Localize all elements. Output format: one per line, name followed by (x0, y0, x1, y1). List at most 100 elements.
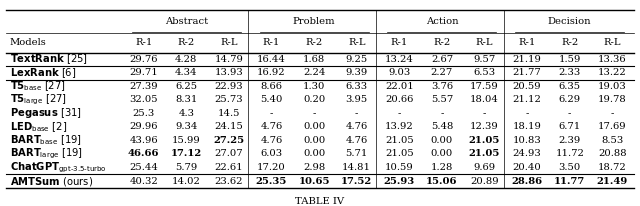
Text: 21.12: 21.12 (513, 95, 541, 104)
Text: 4.76: 4.76 (346, 136, 368, 145)
Text: 13.22: 13.22 (598, 68, 627, 77)
Text: $\mathbf{BART}_{\mathrm{base}}$ [19]: $\mathbf{BART}_{\mathrm{base}}$ [19] (10, 133, 82, 147)
Text: 25.35: 25.35 (256, 177, 287, 186)
Text: 2.98: 2.98 (303, 163, 325, 172)
Text: $\mathbf{T5}_{\mathrm{base}}$ [27]: $\mathbf{T5}_{\mathrm{base}}$ [27] (10, 80, 66, 93)
Text: 5.40: 5.40 (260, 95, 283, 104)
Text: R-2: R-2 (178, 39, 195, 47)
Text: $\mathbf{T5}_{\mathrm{large}}$ [27]: $\mathbf{T5}_{\mathrm{large}}$ [27] (10, 93, 67, 107)
Text: 6.03: 6.03 (260, 150, 283, 158)
Text: 21.05: 21.05 (385, 136, 413, 145)
Text: 9.34: 9.34 (175, 122, 198, 131)
Text: $\mathbf{Pegasus}$ [31]: $\mathbf{Pegasus}$ [31] (10, 106, 82, 120)
Text: $\mathbf{ChatGPT}_{\mathrm{gpt\text{-}3.5\text{-}turbo}}$: $\mathbf{ChatGPT}_{\mathrm{gpt\text{-}3.… (10, 160, 107, 175)
Text: 17.69: 17.69 (598, 122, 627, 131)
Text: Decision: Decision (548, 17, 591, 26)
Text: 9.39: 9.39 (346, 68, 368, 77)
Text: R-1: R-1 (135, 39, 152, 47)
Text: 17.59: 17.59 (470, 82, 499, 91)
Text: 46.66: 46.66 (128, 150, 159, 158)
Text: R-2: R-2 (561, 39, 579, 47)
Text: 4.76: 4.76 (346, 122, 368, 131)
Text: 29.96: 29.96 (129, 122, 158, 131)
Text: -: - (483, 109, 486, 118)
Text: 8.66: 8.66 (260, 82, 282, 91)
Text: 0.00: 0.00 (303, 150, 325, 158)
Text: 3.50: 3.50 (559, 163, 581, 172)
Text: 1.28: 1.28 (431, 163, 453, 172)
Text: 19.03: 19.03 (598, 82, 627, 91)
Text: 5.48: 5.48 (431, 122, 453, 131)
Text: R-L: R-L (348, 39, 365, 47)
Text: 4.76: 4.76 (260, 122, 283, 131)
Text: 9.69: 9.69 (474, 163, 495, 172)
Text: -: - (525, 109, 529, 118)
Text: 6.35: 6.35 (559, 82, 580, 91)
Text: 22.01: 22.01 (385, 82, 413, 91)
Text: 9.57: 9.57 (474, 55, 495, 64)
Text: 2.67: 2.67 (431, 55, 453, 64)
Text: 11.72: 11.72 (556, 150, 584, 158)
Text: 20.59: 20.59 (513, 82, 541, 91)
Text: 5.57: 5.57 (431, 95, 453, 104)
Text: 6.29: 6.29 (559, 95, 580, 104)
Text: 17.20: 17.20 (257, 163, 286, 172)
Text: 20.66: 20.66 (385, 95, 413, 104)
Text: 27.25: 27.25 (213, 136, 244, 145)
Text: 3.76: 3.76 (431, 82, 453, 91)
Text: R-1: R-1 (390, 39, 408, 47)
Text: 18.72: 18.72 (598, 163, 627, 172)
Text: -: - (440, 109, 444, 118)
Text: 2.39: 2.39 (559, 136, 581, 145)
Text: 29.71: 29.71 (129, 68, 158, 77)
Text: 22.61: 22.61 (214, 163, 243, 172)
Text: 13.36: 13.36 (598, 55, 627, 64)
Text: 21.49: 21.49 (596, 177, 628, 186)
Text: 15.99: 15.99 (172, 136, 201, 145)
Text: 19.78: 19.78 (598, 95, 627, 104)
Text: -: - (397, 109, 401, 118)
Text: 21.05: 21.05 (469, 136, 500, 145)
Text: $\mathbf{LexRank}$ [6]: $\mathbf{LexRank}$ [6] (10, 66, 77, 80)
Text: 6.25: 6.25 (175, 82, 197, 91)
Text: R-L: R-L (220, 39, 237, 47)
Text: 0.00: 0.00 (431, 150, 453, 158)
Text: R-L: R-L (476, 39, 493, 47)
Text: 0.00: 0.00 (303, 136, 325, 145)
Text: 28.86: 28.86 (511, 177, 543, 186)
Text: 18.19: 18.19 (513, 122, 541, 131)
Text: 1.30: 1.30 (303, 82, 325, 91)
Text: 14.02: 14.02 (172, 177, 201, 186)
Text: R-1: R-1 (518, 39, 536, 47)
Text: 6.71: 6.71 (559, 122, 581, 131)
Text: 18.04: 18.04 (470, 95, 499, 104)
Text: 11.77: 11.77 (554, 177, 586, 186)
Text: 17.52: 17.52 (341, 177, 372, 186)
Text: 32.05: 32.05 (129, 95, 158, 104)
Text: 40.32: 40.32 (129, 177, 158, 186)
Text: 6.53: 6.53 (474, 68, 495, 77)
Text: 13.93: 13.93 (214, 68, 243, 77)
Text: 29.76: 29.76 (129, 55, 158, 64)
Text: 2.27: 2.27 (431, 68, 453, 77)
Text: 9.25: 9.25 (346, 55, 368, 64)
Text: $\mathbf{LED}_{\mathrm{base}}$ [2]: $\mathbf{LED}_{\mathrm{base}}$ [2] (10, 120, 67, 134)
Text: 17.12: 17.12 (171, 150, 202, 158)
Text: 0.00: 0.00 (303, 122, 325, 131)
Text: 10.83: 10.83 (513, 136, 541, 145)
Text: Abstract: Abstract (164, 17, 208, 26)
Text: 16.44: 16.44 (257, 55, 286, 64)
Text: 27.39: 27.39 (129, 82, 158, 91)
Text: Problem: Problem (293, 17, 335, 26)
Text: $\mathbf{AMTSum}$ (ours): $\mathbf{AMTSum}$ (ours) (10, 174, 93, 187)
Text: 14.81: 14.81 (342, 163, 371, 172)
Text: 25.73: 25.73 (214, 95, 243, 104)
Text: 4.34: 4.34 (175, 68, 198, 77)
Text: 14.79: 14.79 (214, 55, 243, 64)
Text: Models: Models (10, 39, 46, 47)
Text: -: - (270, 109, 273, 118)
Text: R-2: R-2 (305, 39, 323, 47)
Text: 20.40: 20.40 (513, 163, 541, 172)
Text: 0.00: 0.00 (431, 136, 453, 145)
Text: R-2: R-2 (433, 39, 451, 47)
